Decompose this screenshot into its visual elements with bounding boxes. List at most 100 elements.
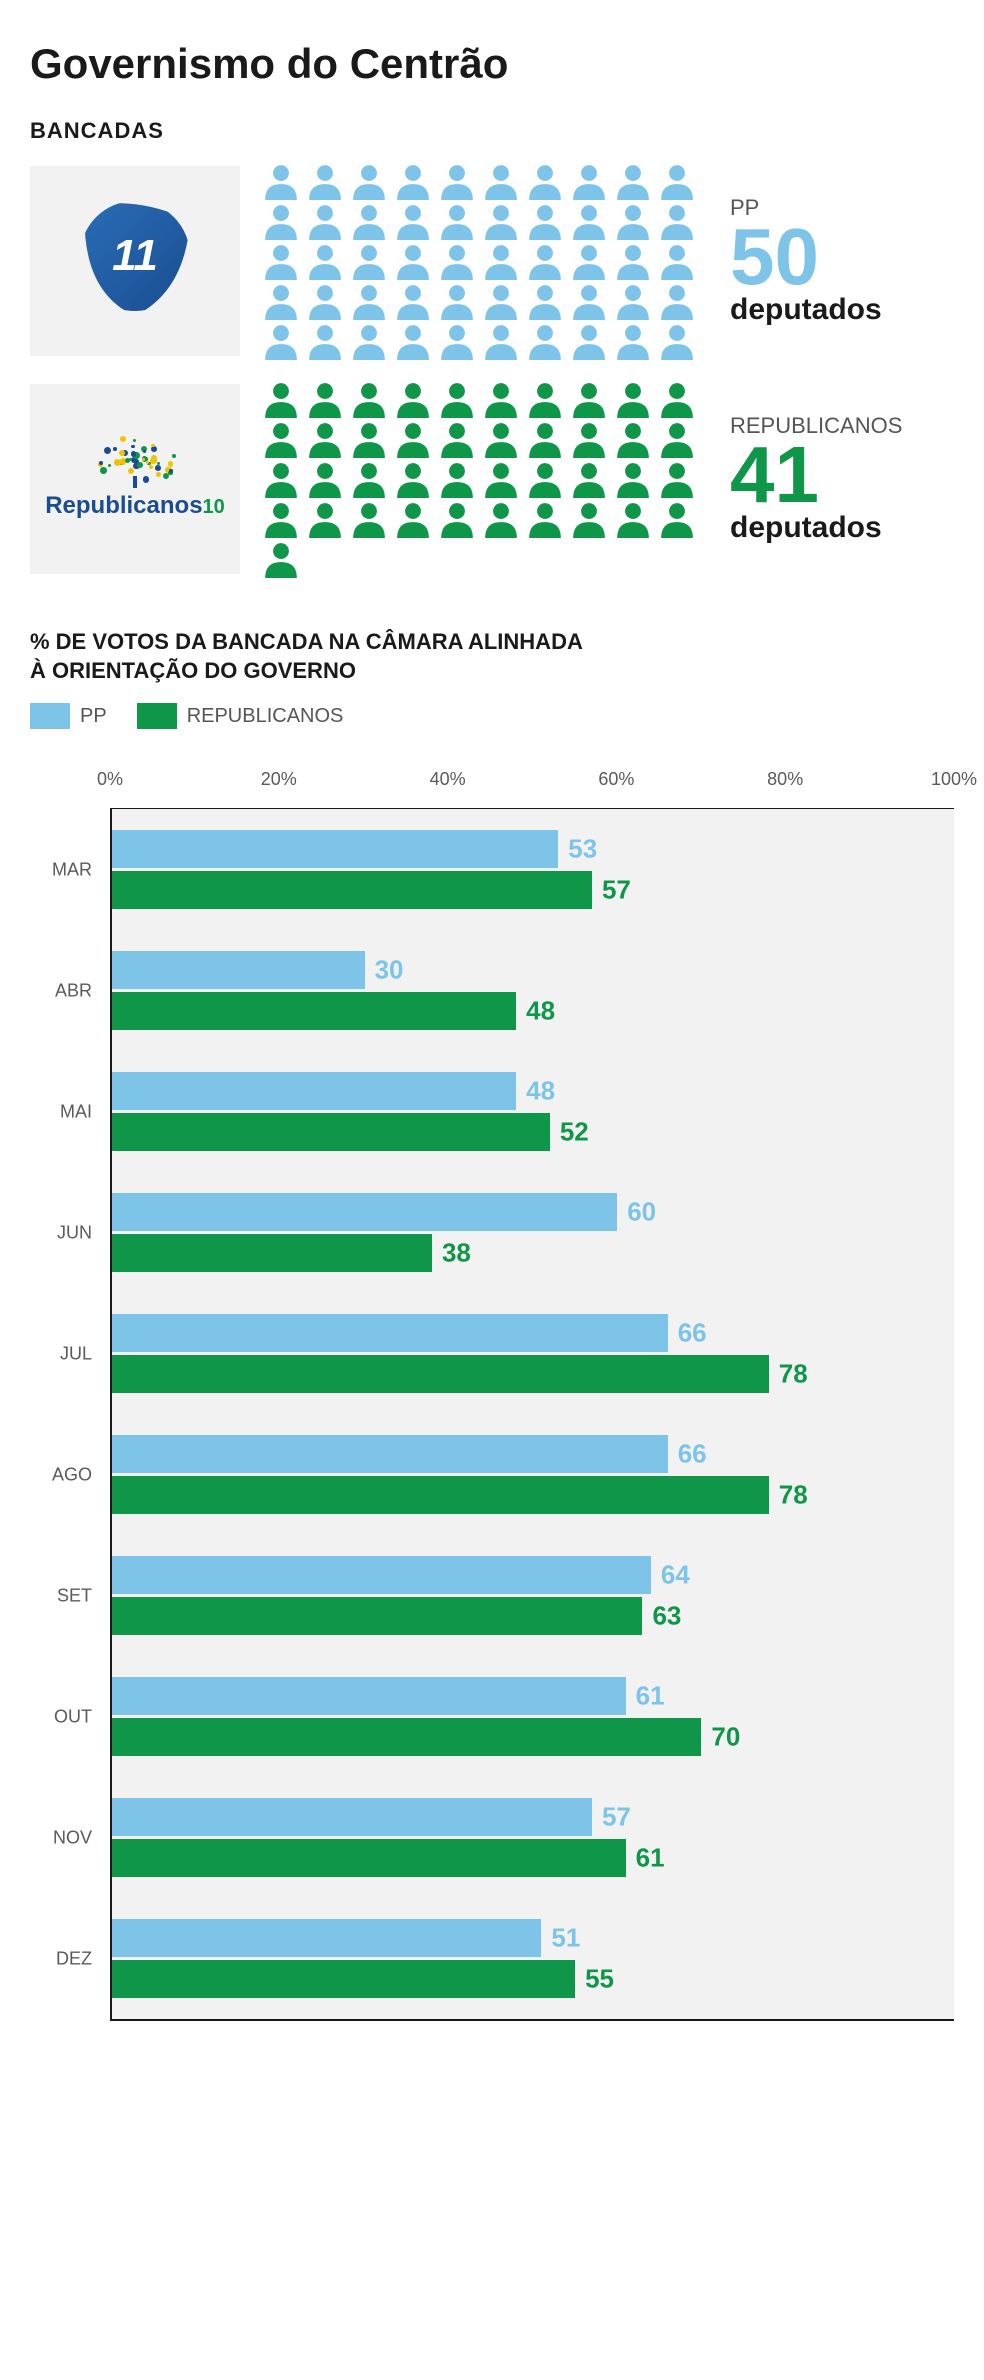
person-icon — [304, 282, 346, 320]
bar-rep: 70 — [112, 1718, 701, 1756]
person-icon — [392, 162, 434, 200]
bar-rep: 78 — [112, 1476, 769, 1514]
person-icon — [612, 460, 654, 498]
person-icon — [524, 420, 566, 458]
person-icon — [348, 380, 390, 418]
person-icon — [568, 460, 610, 498]
person-icon — [568, 202, 610, 240]
bar-value-rep: 61 — [626, 1843, 665, 1874]
bar-value-pp: 57 — [592, 1802, 631, 1833]
person-icon — [392, 380, 434, 418]
legend-label: REPUBLICANOS — [187, 705, 344, 728]
person-icon — [480, 202, 522, 240]
people-grid-pp — [260, 162, 710, 360]
person-icon — [524, 242, 566, 280]
person-icon — [348, 420, 390, 458]
person-icon — [656, 242, 698, 280]
month-group: OUT6170 — [112, 1656, 954, 1777]
person-icon — [524, 500, 566, 538]
person-icon — [612, 420, 654, 458]
x-tick-label: 0% — [97, 769, 123, 790]
person-icon — [480, 500, 522, 538]
person-icon — [568, 242, 610, 280]
person-icon — [656, 420, 698, 458]
person-icon — [436, 162, 478, 200]
bar-value-rep: 57 — [592, 875, 631, 906]
person-icon — [480, 282, 522, 320]
bar-value-rep: 63 — [642, 1601, 681, 1632]
person-icon — [656, 460, 698, 498]
person-icon — [392, 380, 434, 418]
person-icon — [480, 162, 522, 200]
person-icon — [524, 420, 566, 458]
person-icon — [348, 420, 390, 458]
person-icon — [612, 460, 654, 498]
bar-value-pp: 51 — [541, 1923, 580, 1954]
person-icon — [436, 460, 478, 498]
person-icon — [656, 162, 698, 200]
person-icon — [436, 242, 478, 280]
person-icon — [612, 202, 654, 240]
rep-logo-number: 10 — [203, 496, 225, 518]
person-icon — [480, 420, 522, 458]
person-icon — [524, 242, 566, 280]
person-icon — [480, 500, 522, 538]
bar-rep: 55 — [112, 1960, 575, 1998]
person-icon — [260, 242, 302, 280]
chart-legend: PP REPUBLICANOS — [30, 703, 954, 729]
person-icon — [568, 420, 610, 458]
month-group: NOV5761 — [112, 1777, 954, 1898]
person-icon — [568, 242, 610, 280]
month-group: MAI4852 — [112, 1051, 954, 1172]
person-icon — [304, 420, 346, 458]
person-icon — [524, 202, 566, 240]
person-icon — [348, 500, 390, 538]
person-icon — [524, 322, 566, 360]
bar-rep: 57 — [112, 871, 592, 909]
person-icon — [348, 380, 390, 418]
person-icon — [524, 500, 566, 538]
person-icon — [612, 162, 654, 200]
person-icon — [612, 242, 654, 280]
person-icon — [436, 282, 478, 320]
person-icon — [656, 202, 698, 240]
bar-value-pp: 61 — [626, 1681, 665, 1712]
person-icon — [568, 500, 610, 538]
person-icon — [392, 162, 434, 200]
person-icon — [392, 460, 434, 498]
pp-unit: deputados — [730, 293, 882, 327]
bar-value-pp: 53 — [558, 834, 597, 865]
person-icon — [392, 242, 434, 280]
x-axis: 0%20%40%60%80%100% — [110, 759, 954, 809]
person-icon — [392, 420, 434, 458]
person-icon — [348, 460, 390, 498]
month-label: MAI — [32, 1101, 102, 1122]
person-icon — [304, 500, 346, 538]
x-tick-label: 60% — [598, 769, 634, 790]
month-label: JUL — [32, 1343, 102, 1364]
person-icon — [260, 202, 302, 240]
person-icon — [612, 282, 654, 320]
person-icon — [480, 242, 522, 280]
person-icon — [436, 380, 478, 418]
person-icon — [480, 380, 522, 418]
legend-swatch — [137, 703, 177, 729]
rep-logo-text: Republicanos — [45, 492, 202, 519]
person-icon — [260, 282, 302, 320]
month-label: OUT — [32, 1706, 102, 1727]
chart-title: % DE VOTOS DA BANCADA NA CÂMARA ALINHADA… — [30, 628, 954, 685]
person-icon — [568, 420, 610, 458]
person-icon — [612, 162, 654, 200]
person-icon — [260, 242, 302, 280]
bar-value-rep: 48 — [516, 996, 555, 1027]
bar-pp: 48 — [112, 1072, 516, 1110]
person-icon — [568, 162, 610, 200]
person-icon — [436, 420, 478, 458]
person-icon — [260, 322, 302, 360]
bar-value-pp: 64 — [651, 1560, 690, 1591]
x-tick-label: 20% — [261, 769, 297, 790]
month-group: JUN6038 — [112, 1172, 954, 1293]
bar-value-rep: 78 — [769, 1359, 808, 1390]
bar-value-rep: 52 — [550, 1117, 589, 1148]
person-icon — [392, 202, 434, 240]
